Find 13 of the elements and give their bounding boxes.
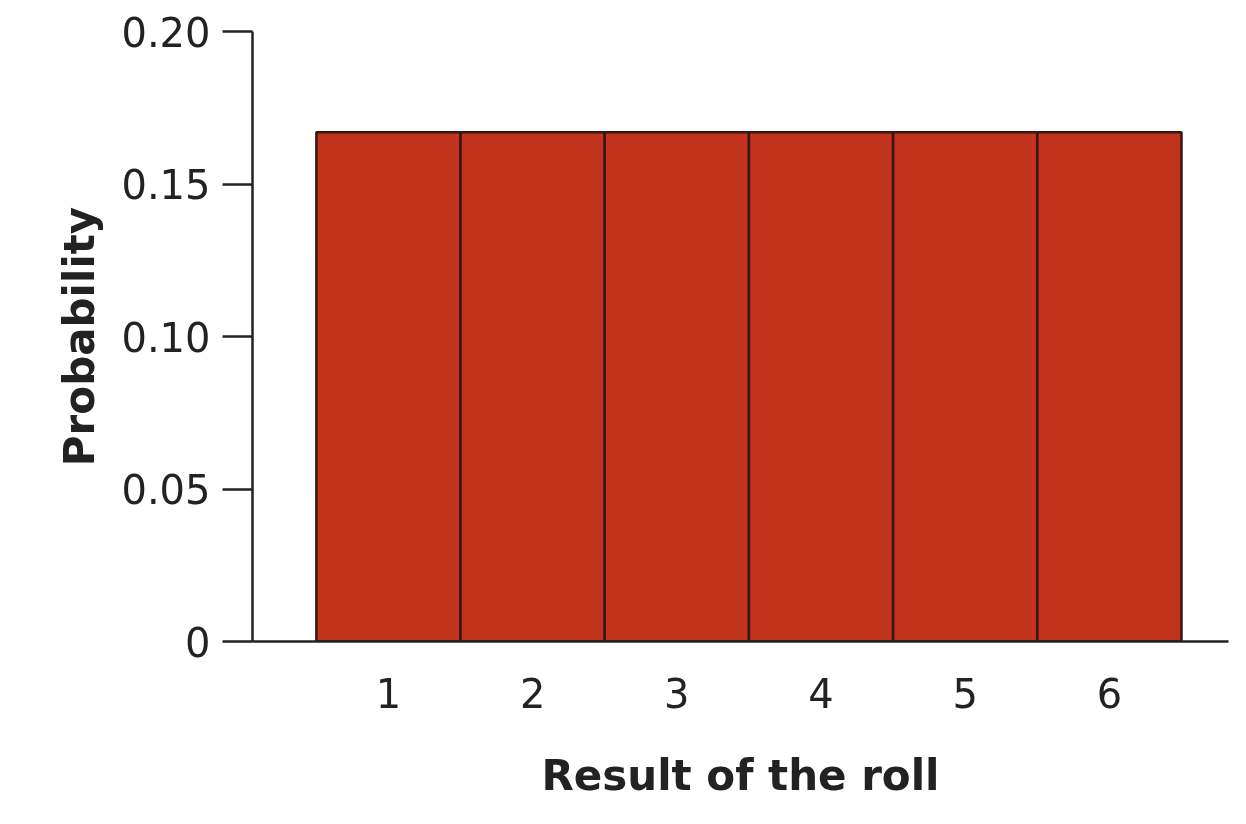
y-tick-label: 0.05 (121, 467, 211, 513)
x-tick-label: 4 (808, 670, 834, 717)
x-tick-label: 2 (519, 670, 546, 717)
x-axis-title: Result of the roll (541, 750, 940, 800)
x-tick-label: 6 (1096, 670, 1123, 717)
x-tick-label: 3 (664, 670, 690, 717)
y-tick-label: 0.15 (121, 162, 211, 208)
y-tick-label: 0.20 (121, 9, 211, 56)
x-tick-label: 5 (952, 670, 978, 717)
y-tick-label: 0.10 (121, 314, 211, 361)
y-axis-title: Probability (55, 206, 105, 467)
x-tick-label: 1 (375, 670, 402, 717)
y-tick-label: 0 (185, 619, 211, 666)
